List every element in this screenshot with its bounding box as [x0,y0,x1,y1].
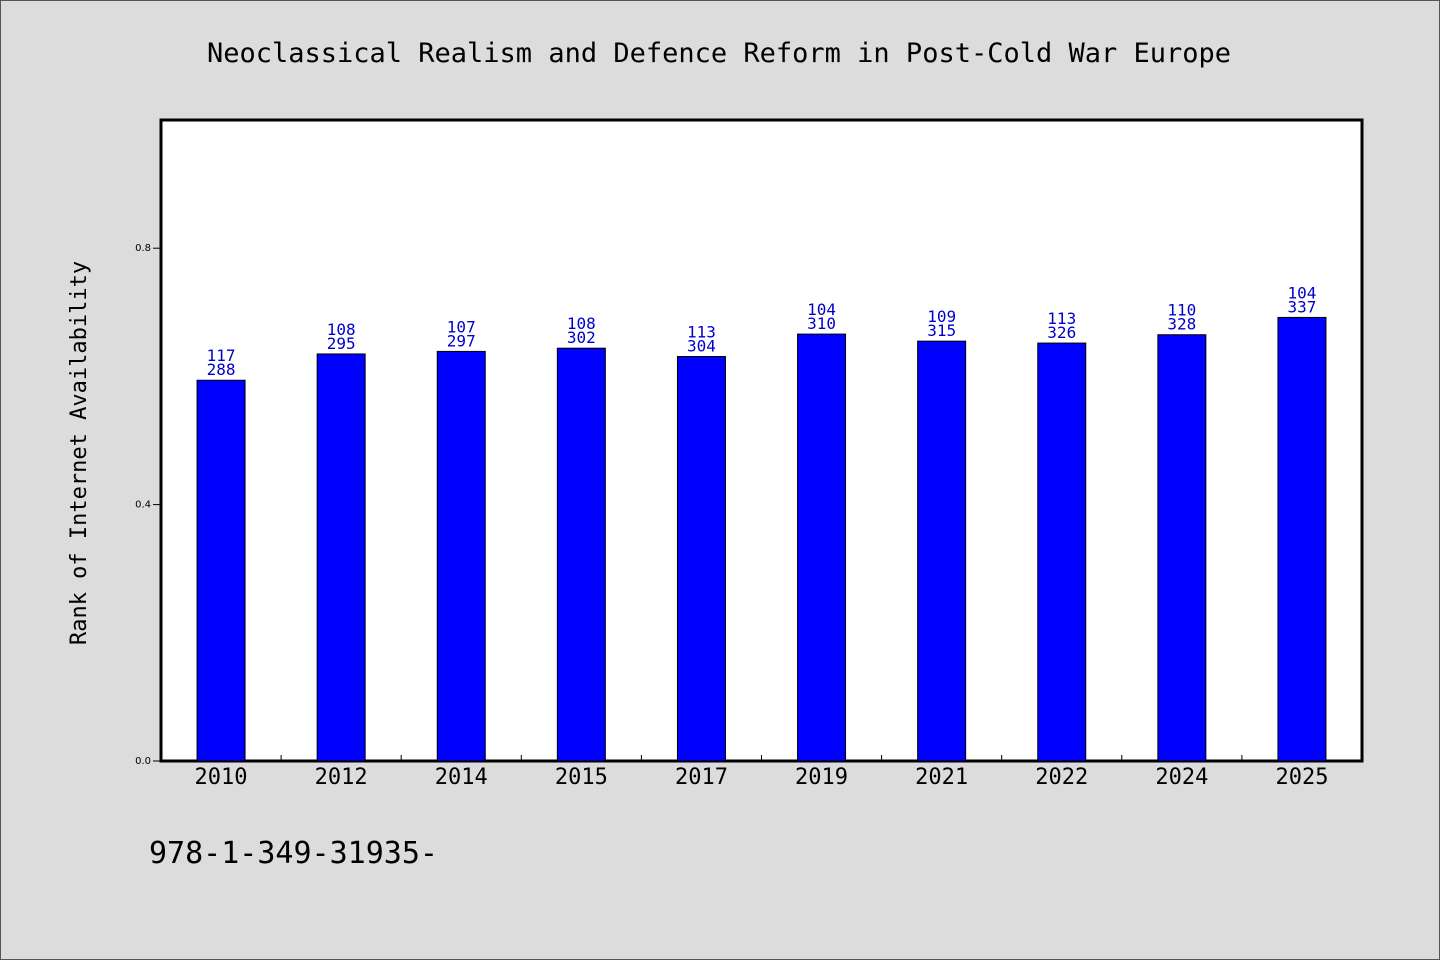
x-tick-label: 2021 [915,765,968,790]
bar-data-label-bottom: 295 [327,334,356,353]
bar [1037,342,1087,762]
bar-data-label-bottom: 310 [807,314,836,333]
x-tick-label: 2014 [435,765,488,790]
y-axis-label: Rank of Internet Availability [67,261,92,645]
bar-data-label-top: 110 [1167,301,1196,320]
bar-data-label-top: 113 [1047,309,1076,328]
y-tick-label: 0.8 [135,243,151,254]
bar-data-label-bottom: 328 [1167,315,1196,334]
x-tick-label: 2025 [1275,765,1328,790]
bar [1277,316,1327,762]
bar-data-label-top: 108 [327,320,356,339]
bar-data-label-bottom: 326 [1047,323,1076,342]
bar-data-label-bottom: 302 [567,328,596,347]
bar-data-label-bottom: 304 [687,337,716,356]
x-tick-label: 2022 [1035,765,1088,790]
y-tick-label: 0.0 [135,756,151,767]
bar [556,347,606,762]
bar-data-label-top: 117 [207,346,236,365]
bar [316,353,366,762]
chart-title: Neoclassical Realism and Defence Reform … [207,38,1231,69]
bar [1157,334,1207,762]
x-tick-label: 2024 [1155,765,1208,790]
bar [436,350,486,762]
bar-data-label-bottom: 297 [447,331,476,350]
x-tick-label: 2010 [195,765,248,790]
bar-data-label-top: 107 [447,317,476,336]
bar [797,333,847,762]
bar-data-label-bottom: 315 [927,321,956,340]
bar-data-label-bottom: 337 [1287,297,1316,316]
bar-data-label-bottom: 288 [207,360,236,379]
x-tick-label: 2017 [675,765,728,790]
bar-data-label-top: 108 [567,314,596,333]
x-tick-label: 2012 [315,765,368,790]
bar-data-label-top: 109 [927,307,956,326]
bar-data-label-top: 104 [807,300,836,319]
footnote-isbn: 978-1-349-31935- [149,836,438,871]
bar-data-label-top: 104 [1287,283,1316,302]
bar [676,356,726,762]
bar-data-label-top: 113 [687,323,716,342]
x-tick-label: 2015 [555,765,608,790]
bar [917,340,967,762]
bar [196,379,246,762]
y-axis: 0.0 0.4 0.8 [135,243,161,767]
y-tick-label: 0.4 [135,500,151,511]
x-tick-label: 2019 [795,765,848,790]
x-axis: 2010 2012 2014 2015 2017 2019 2021 2022 2024 2025 [195,755,1328,790]
